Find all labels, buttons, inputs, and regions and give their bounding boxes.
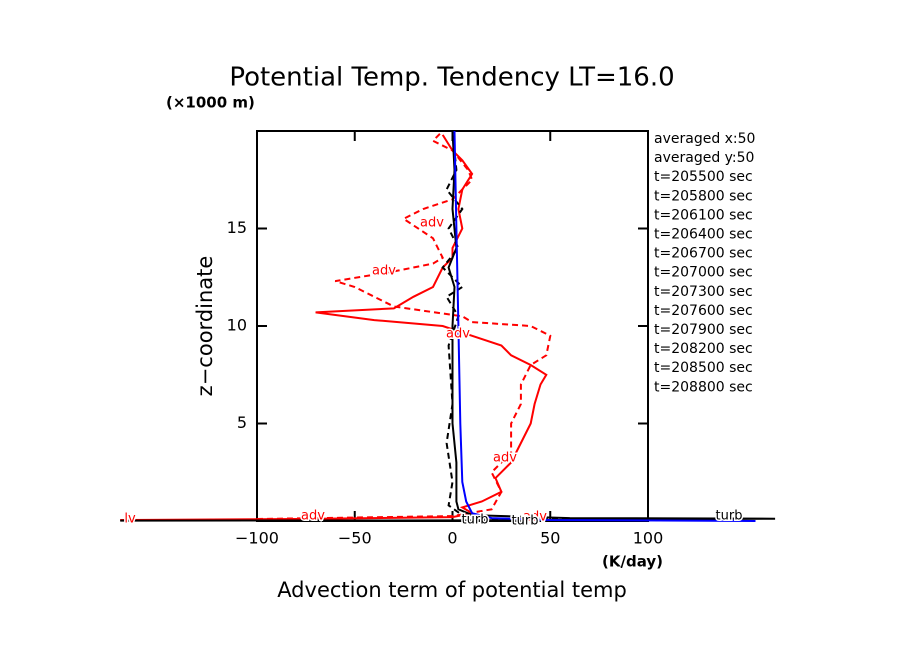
info-line: t=207300 sec	[654, 284, 753, 300]
info-line: t=206100 sec	[654, 207, 753, 223]
y-tick-label: 5	[237, 413, 247, 432]
info-line: t=208500 sec	[654, 360, 753, 376]
x-tick-label: 50	[540, 529, 560, 548]
x-unit: (K/day)	[602, 553, 663, 571]
info-line: t=205800 sec	[654, 188, 753, 204]
info-line: averaged y:50	[654, 150, 754, 166]
profile-line	[120, 130, 776, 522]
y-tick-label: 10	[227, 316, 247, 335]
line-annotation: adv	[523, 510, 547, 525]
x-tick-label: −50	[338, 529, 372, 548]
info-line: t=208200 sec	[654, 341, 753, 357]
info-line: t=206700 sec	[654, 246, 753, 262]
info-line: t=207600 sec	[654, 303, 753, 319]
line-annotation: adv	[301, 509, 325, 524]
info-line: averaged x:50	[654, 131, 755, 147]
profile-line	[120, 134, 548, 521]
y-tick-label: 15	[227, 218, 247, 237]
x-tick-label: −100	[235, 529, 279, 548]
chart-title: Potential Temp. Tendency LT=16.0	[229, 63, 674, 93]
line-annotation: turb	[462, 513, 489, 528]
line-annotation: adv	[493, 451, 517, 466]
x-tick-label: 0	[447, 529, 457, 548]
info-line: t=205500 sec	[654, 169, 753, 185]
info-line: t=207000 sec	[654, 265, 753, 281]
line-annotation: adv	[372, 264, 396, 279]
y-unit: (×1000 m)	[166, 94, 255, 112]
line-annotation: turb	[512, 514, 539, 529]
line-annotation: adv	[420, 216, 444, 231]
profile-line	[453, 130, 756, 522]
info-line: t=206400 sec	[654, 227, 753, 243]
info-line: t=207900 sec	[654, 322, 753, 338]
line-annotation: lv	[124, 512, 136, 527]
x-tick-label: 100	[633, 529, 664, 548]
line-annotation: adv	[446, 327, 470, 342]
info-panel: averaged x:50 averaged y:50 t=205500 sec t=…	[654, 131, 755, 395]
y-axis-title: z−coordinate	[193, 256, 217, 397]
info-line: t=208800 sec	[654, 379, 753, 395]
x-axis-title: Advection term of potential temp	[277, 578, 627, 602]
line-annotation: turb	[716, 509, 743, 524]
profile-line	[256, 130, 552, 520]
